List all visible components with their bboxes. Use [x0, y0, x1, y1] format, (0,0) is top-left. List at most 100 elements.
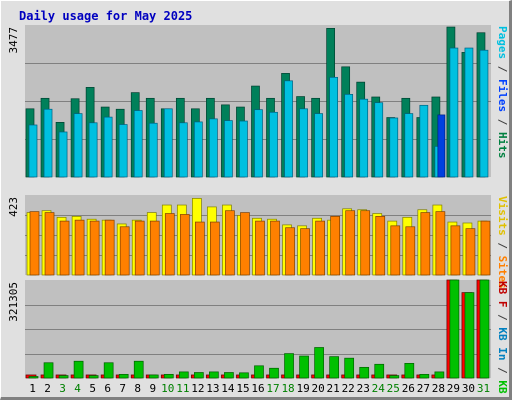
kbout-bar-7: [118, 373, 129, 379]
x-tick-label-3: 3: [59, 382, 66, 395]
sites-bar-28: [435, 211, 446, 276]
files-bar-15: [239, 120, 248, 178]
panel-0-legend-item-0: Pages: [496, 26, 509, 59]
kbout-bar-17: [269, 367, 279, 379]
kbout-bar-16: [254, 365, 264, 379]
sites-bar-10: [164, 213, 175, 276]
files-bar-31: [479, 49, 489, 178]
kbout-bar-9: [148, 374, 159, 379]
files-bar-21: [329, 76, 338, 178]
x-tick-label-14: 14: [221, 382, 235, 395]
x-tick-label-28: 28: [432, 382, 445, 395]
kbout-bar-25: [389, 375, 400, 379]
sites-bar-21: [330, 216, 340, 276]
kbout-bar-24: [374, 363, 385, 379]
x-tick-label-23: 23: [357, 382, 370, 395]
x-tick-label-29: 29: [447, 382, 460, 395]
panel-0-legend-item-3: /: [496, 112, 509, 132]
x-tick-label-15: 15: [236, 382, 249, 395]
panel-0-legend-item-2: Files: [496, 79, 509, 112]
kbout-bar-20: [314, 347, 324, 379]
kbout-bar-22: [344, 357, 355, 379]
x-tick-label-6: 6: [104, 382, 111, 395]
files-bar-16: [254, 109, 263, 178]
panel-0-legend-item-1: /: [496, 59, 509, 79]
x-tick-label-30: 30: [462, 382, 475, 395]
kbout-bar-4: [73, 360, 84, 379]
sites-bar-22: [345, 210, 356, 276]
sites-bar-23: [360, 210, 371, 276]
x-tick-label-8: 8: [134, 382, 141, 395]
files-bar-10: [163, 108, 173, 178]
kbout-bar-1: [28, 376, 39, 379]
panel-1-legend-item-0: Visits: [496, 196, 509, 236]
sites-bar-30: [465, 228, 476, 276]
sites-bar-14: [225, 210, 235, 276]
files-bar-25: [389, 117, 399, 178]
x-tick-label-19: 19: [296, 382, 309, 395]
sites-bar-17: [270, 220, 280, 276]
panel-0-legend-item-4: Hits: [496, 132, 509, 159]
files-bar-14: [224, 120, 233, 178]
files-bar-8: [133, 110, 143, 178]
x-tick-label-20: 20: [312, 382, 325, 395]
sites-bar-27: [420, 212, 431, 276]
sites-bar-9: [149, 220, 160, 276]
files-bar-27: [419, 104, 429, 178]
kbout-bar-13: [209, 371, 219, 379]
kbout-bar-14: [224, 372, 234, 379]
x-tick-label-11: 11: [176, 382, 189, 395]
sites-bar-12: [195, 221, 205, 276]
files-bar-5: [88, 122, 98, 178]
x-tick-label-27: 27: [417, 382, 430, 395]
files-bar-30: [464, 47, 474, 178]
kbout-bar-3: [58, 375, 69, 379]
sites-bar-2: [44, 212, 55, 276]
sites-bar-5: [89, 220, 100, 276]
files-bar-3: [58, 131, 68, 178]
pages-bar-28: [437, 114, 446, 178]
panel-2-legend-item-1: /: [496, 308, 509, 328]
kbout-bar-2: [43, 362, 54, 379]
x-tick-label-18: 18: [281, 382, 294, 395]
files-bar-2: [43, 108, 53, 178]
panel-2-legend-item-4: KB Out: [496, 380, 509, 400]
x-tick-label-7: 7: [119, 382, 126, 395]
files-bar-22: [344, 94, 354, 178]
files-bar-9: [148, 122, 158, 178]
files-bar-26: [404, 113, 414, 178]
kbout-bar-10: [163, 373, 174, 379]
panel-0-side-legend: Pages / Files / Hits: [496, 26, 509, 159]
sites-bar-24: [375, 216, 386, 276]
sites-bar-13: [210, 221, 220, 276]
sites-bar-29: [450, 225, 461, 276]
panel-1-side-legend: Visits / Sites: [496, 196, 509, 289]
x-tick-label-13: 13: [206, 382, 219, 395]
x-tick-label-17: 17: [266, 382, 279, 395]
sites-bar-15: [240, 212, 250, 276]
files-bar-4: [73, 113, 83, 178]
x-tick-label-4: 4: [74, 382, 81, 395]
kbout-bar-30: [464, 292, 475, 379]
kbout-bar-12: [194, 372, 204, 379]
sites-bar-6: [104, 219, 115, 276]
panel-2-ymax-label: 321305: [7, 282, 20, 322]
x-tick-label-24: 24: [372, 382, 386, 395]
panel-2-side-legend: KB F / KB In / KB Out: [496, 281, 509, 400]
x-tick-label-10: 10: [161, 382, 174, 395]
files-bar-1: [28, 124, 38, 178]
kbout-bar-18: [284, 353, 294, 379]
files-bar-7: [118, 124, 128, 178]
kbout-bar-31: [479, 279, 490, 379]
chart-title: Daily usage for May 2025: [19, 9, 193, 23]
sites-bar-25: [390, 225, 401, 276]
kbout-bar-28: [434, 371, 445, 379]
files-bar-17: [269, 111, 278, 178]
sites-bar-20: [315, 220, 325, 276]
panel-1-legend-item-1: /: [496, 236, 509, 256]
sites-bar-11: [179, 214, 190, 276]
x-tick-label-31: 31: [477, 382, 490, 395]
x-tick-label-16: 16: [251, 382, 264, 395]
kbout-bar-5: [88, 375, 99, 379]
